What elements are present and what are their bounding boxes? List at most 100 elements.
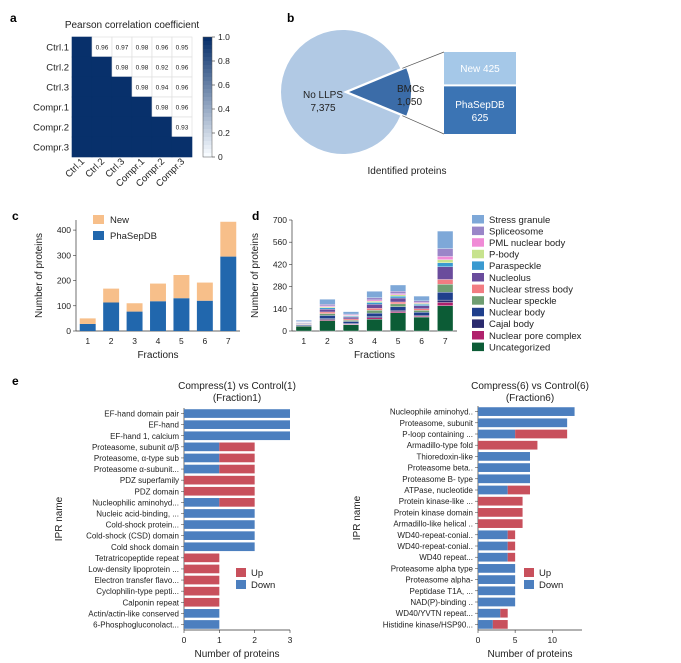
category-label: Cold-shock (CSD) domain (86, 532, 179, 541)
category-label: Histidine kinase/HSP90... (383, 620, 473, 629)
y-tick-label: 0 (66, 326, 71, 336)
colorbar-segment (203, 77, 212, 82)
heatmap-cell-label: 0.98 (136, 65, 149, 72)
heatmap-cell (131, 96, 153, 118)
bar-segment-cajal-body (390, 310, 406, 312)
legend-label-spliceosome: Spliceosome (489, 226, 543, 237)
panel-e-subtitle: (Fraction6) (506, 393, 554, 404)
bar-segment-cajal-body (366, 316, 383, 318)
legend-swatch-nucleolus (472, 273, 484, 282)
bar-segment-uncategorized (366, 318, 383, 332)
colorbar-segment (203, 61, 212, 66)
colorbar-segment (203, 53, 212, 58)
bar-segment-nuclear-stress-body (319, 311, 336, 314)
heatmap-cell (111, 116, 133, 138)
bar-segment-spliceosome (413, 300, 430, 303)
heatmap-cell (71, 56, 93, 78)
heatmap-cell (91, 96, 113, 118)
category-label: Calponin repeat (123, 598, 180, 607)
bar-segment-phasepdb (126, 311, 143, 331)
x-tick-label: 3 (132, 336, 137, 346)
bar-segment-uncategorized (413, 316, 430, 332)
y-tick-label: 0 (282, 326, 287, 336)
heatmap-cell (131, 136, 153, 158)
bar-segment-spliceosome (319, 304, 336, 307)
bar-segment-new (196, 282, 213, 301)
heatmap-cell-label: 0.98 (136, 85, 149, 92)
category-label: Proteasome alpha- (405, 576, 473, 585)
bar-segment-down (184, 409, 290, 418)
pie-connector-top (402, 51, 445, 69)
heatmap-title: Pearson correlation coefficient (65, 20, 200, 31)
bar-segment-spliceosome (366, 297, 383, 301)
x-tick-label: 5 (396, 336, 401, 346)
category-label: Thioredoxin-like (417, 452, 474, 461)
bar-segment-down (478, 485, 508, 495)
y-axis-label: IPR name (54, 496, 65, 541)
colorbar-segment (203, 109, 212, 114)
bar-segment-nuclear-body (437, 291, 454, 301)
heatmap-cell (91, 56, 113, 78)
heatmap-cell (111, 76, 133, 98)
category-label: Nucleic acid-binding, ... (96, 509, 179, 518)
bar-segment-up (515, 429, 568, 439)
bar-segment-nucleolus (319, 308, 336, 313)
category-label: Protein kinase-like ... (399, 497, 473, 506)
bar-segment-down (478, 608, 501, 618)
heatmap-cell (91, 136, 113, 158)
legend-label-stress-granule: Stress granule (489, 215, 550, 226)
bar-segment-up (219, 498, 255, 507)
colorbar-segment (203, 73, 212, 78)
heatmap-col-label: Ctrl.1 (63, 156, 87, 180)
category-label: WD40-repeat-conial.. (397, 531, 473, 540)
heatmap-row-label: Ctrl.2 (46, 63, 69, 74)
colorbar-segment (203, 69, 212, 74)
legend-label-down: Down (539, 580, 563, 591)
category-label: EF-hand (148, 421, 179, 430)
heatmap-cell (91, 116, 113, 138)
legend-swatch-nuclear-speckle (472, 296, 484, 305)
bar-segment-down (478, 474, 530, 484)
y-tick-label: 300 (57, 250, 71, 260)
bar-segment-phasepdb (220, 256, 237, 331)
category-label: Cold shock domain (111, 543, 179, 552)
x-tick-label: 6 (202, 336, 207, 346)
heatmap-cell-label: 0.98 (136, 45, 149, 52)
bar-segment-p-body (390, 294, 406, 297)
bar-segment-new (103, 288, 120, 303)
y-tick-label: 140 (273, 304, 287, 314)
colorbar-segment (203, 117, 212, 122)
bar-segment-pml-nuclear-body (390, 293, 406, 295)
bar-segment-down (184, 431, 290, 441)
legend-label-new: New (110, 215, 129, 226)
y-tick-label: 700 (273, 215, 287, 225)
bar-segment-nuclear-speckle (342, 320, 359, 322)
bar-segment-down (478, 586, 516, 596)
heatmap-cell (71, 36, 93, 58)
category-label: Nucleophile aminohyd.. (390, 408, 473, 417)
bar-segment-nucleolus (437, 266, 454, 280)
bar-segment-up (507, 485, 530, 495)
colorbar-segment (203, 149, 212, 154)
legend-swatch-new (93, 215, 104, 224)
bar-segment-down (184, 620, 220, 629)
legend-swatch-uncategorized (472, 342, 484, 352)
pie-label-no-llps: No LLPS (303, 90, 343, 101)
x-tick-label: 2 (109, 336, 114, 346)
legend-swatch-down (236, 580, 246, 589)
bar-segment-nucleolus (413, 305, 430, 309)
bar-segment-down (478, 541, 508, 551)
legend-swatch-p-body (472, 249, 484, 259)
colorbar-segment (203, 41, 212, 46)
pie-slice-no-llps (280, 30, 401, 155)
bar-segment-nuclear-speckle (366, 310, 383, 314)
pie-value-bmcs: 1,050 (397, 97, 422, 108)
legend-swatch-pml-nuclear-body (472, 238, 484, 247)
legend-swatch-phasepdb (93, 231, 104, 240)
x-tick-label: 3 (288, 635, 293, 645)
colorbar-segment (203, 141, 212, 146)
heatmap-cell-label: 0.95 (176, 45, 189, 52)
legend-label-paraspeckle: Paraspeckle (489, 261, 541, 272)
colorbar-segment (203, 145, 212, 150)
bar-segment-down (184, 442, 220, 452)
